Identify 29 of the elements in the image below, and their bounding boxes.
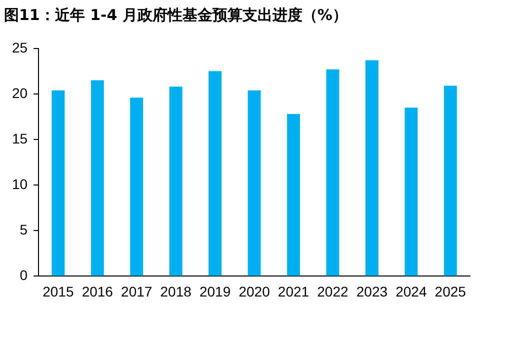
y-tick-label: 10	[12, 176, 28, 192]
x-tick-label: 2018	[160, 283, 192, 300]
chart-title: 图11：近年 1-4 月政府性基金预算支出进度（%）	[4, 6, 348, 25]
x-tick-label: 2021	[278, 283, 310, 300]
bar	[169, 86, 182, 276]
x-tick-label: 2016	[82, 283, 114, 300]
x-tick-label: 2023	[356, 283, 388, 300]
x-tick-label: 2025	[434, 283, 466, 300]
bar	[90, 80, 104, 276]
bar	[404, 108, 418, 276]
y-tick-label: 5	[20, 222, 28, 238]
bar	[444, 86, 457, 276]
x-tick-label: 2022	[317, 283, 349, 300]
x-tick-label: 2019	[199, 283, 231, 300]
x-tick-label: 2020	[238, 283, 270, 300]
bar	[248, 90, 261, 276]
x-tick-label: 2015	[42, 283, 74, 300]
y-tick-label: 25	[12, 39, 28, 56]
bar	[287, 114, 300, 276]
bar	[208, 71, 222, 276]
bar	[365, 60, 378, 276]
y-tick-label: 15	[12, 130, 28, 146]
bar	[326, 69, 340, 276]
y-tick-label: 20	[12, 84, 28, 101]
x-tick-label: 2017	[121, 283, 152, 300]
x-tick-label: 2024	[396, 283, 427, 300]
bar	[130, 98, 144, 276]
y-tick-label: 0	[20, 267, 28, 284]
bar	[52, 90, 65, 276]
